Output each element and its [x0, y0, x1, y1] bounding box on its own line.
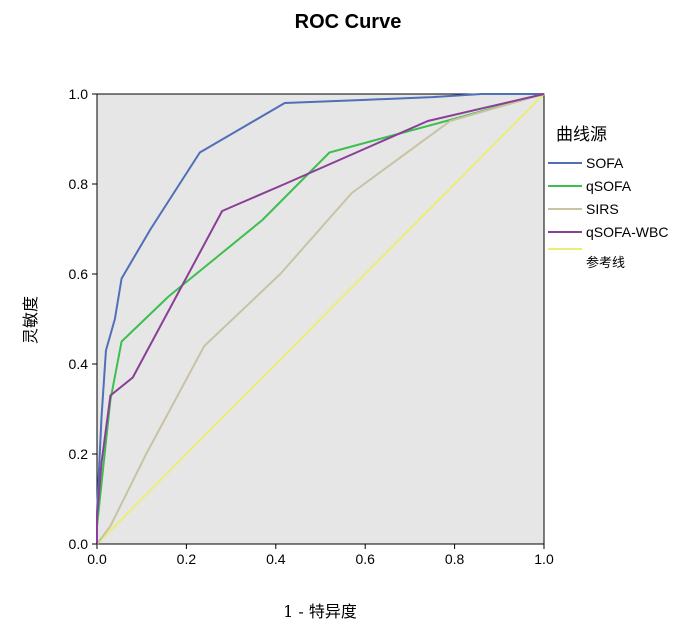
y-axis-label: 灵敏度 — [21, 296, 40, 344]
series-line-参考线 — [96, 93, 545, 545]
y-tick-label: 0.2 — [69, 446, 89, 462]
legend: 曲线源 SOFA qSOFA SIRS qSOFA-WBC 参考线 — [548, 125, 668, 271]
axis-layer: 0.0 0.2 0.4 0.6 0.8 1.0 0.0 0.2 0.4 0.6 0.8 1.0 — [69, 86, 554, 567]
y-tick-label: 0.6 — [69, 266, 89, 282]
x-tick-label: 1.0 — [534, 551, 554, 567]
chart-title: ROC Curve — [295, 11, 402, 33]
series-line-qsofa — [96, 93, 545, 544]
x-tick-label: 0.6 — [355, 551, 375, 567]
y-tick-label: 0.4 — [69, 356, 89, 372]
series-layer — [96, 93, 545, 545]
legend-label: SIRS — [586, 201, 619, 217]
legend-label: SOFA — [586, 155, 624, 171]
legend-label: qSOFA — [586, 178, 632, 194]
x-tick-label: 0.8 — [445, 551, 465, 567]
x-tick-label: 0.2 — [177, 551, 197, 567]
x-tick-label: 0.0 — [87, 551, 107, 567]
series-line-sirs — [96, 93, 545, 545]
y-tick-label: 0.0 — [69, 536, 89, 552]
y-tick-label: 0.8 — [69, 176, 89, 192]
legend-label: 参考线 — [586, 255, 625, 271]
x-axis-label: 1 - 特异度 — [283, 602, 357, 621]
x-tick-label: 0.4 — [266, 551, 286, 567]
y-tick-label: 1.0 — [69, 86, 89, 102]
legend-title: 曲线源 — [556, 125, 607, 145]
series-line-qsofa-wbc — [96, 93, 545, 544]
legend-label: qSOFA-WBC — [586, 224, 668, 240]
series-line-sofa — [96, 93, 544, 544]
